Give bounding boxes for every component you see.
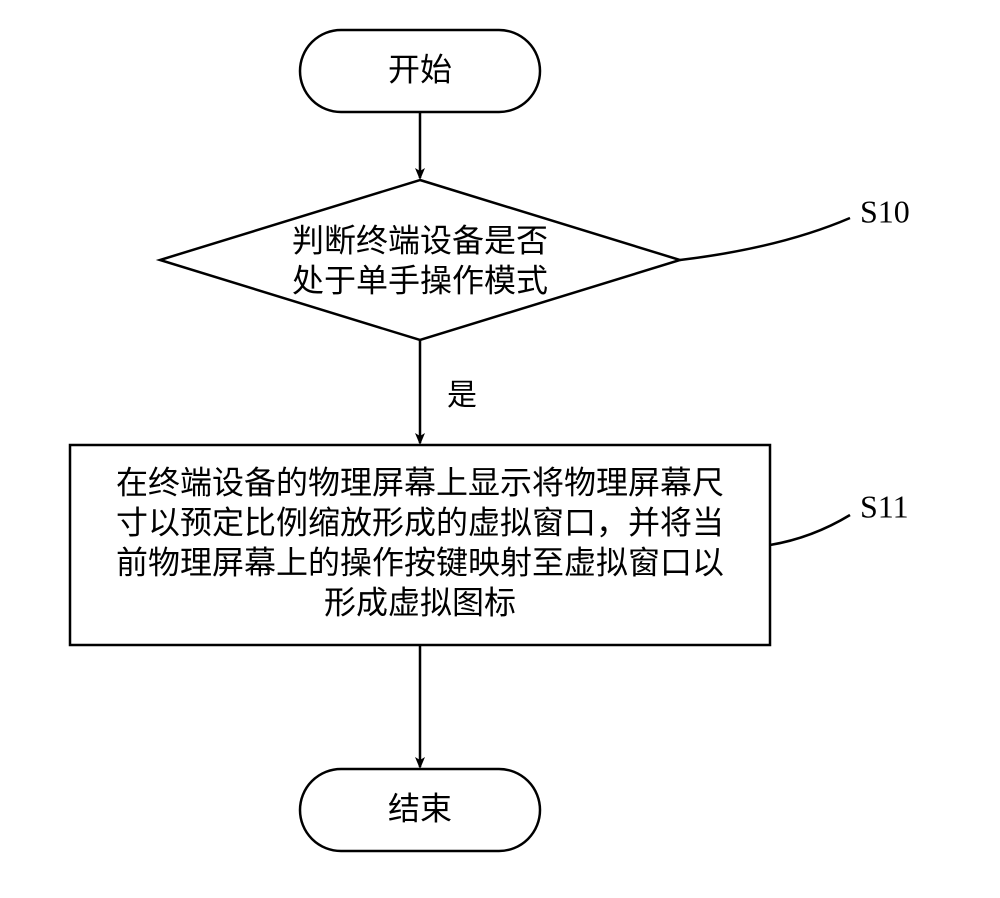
ref-s11-label: S11 bbox=[860, 488, 909, 524]
process-node: 在终端设备的物理屏幕上显示将物理屏幕尺 寸以预定比例缩放形成的虚拟窗口，并将当 … bbox=[70, 445, 770, 645]
ref-s10-label: S10 bbox=[860, 193, 910, 229]
end-label: 结束 bbox=[388, 790, 452, 826]
decision-line2: 处于单手操作模式 bbox=[292, 262, 548, 298]
decision-line1: 判断终端设备是否 bbox=[292, 222, 548, 258]
process-line3: 前物理屏幕上的操作按键映射至虚拟窗口以 bbox=[116, 544, 724, 580]
process-line2: 寸以预定比例缩放形成的虚拟窗口，并将当 bbox=[116, 504, 724, 540]
start-label: 开始 bbox=[388, 51, 452, 87]
ref-s11-leader bbox=[770, 515, 850, 545]
decision-shape bbox=[160, 180, 680, 340]
process-line4: 形成虚拟图标 bbox=[324, 584, 516, 620]
process-line1: 在终端设备的物理屏幕上显示将物理屏幕尺 bbox=[116, 464, 724, 500]
edge-yes-label: 是 bbox=[447, 379, 477, 412]
end-node: 结束 bbox=[300, 769, 540, 851]
ref-s10-leader bbox=[680, 218, 850, 260]
decision-node: 判断终端设备是否 处于单手操作模式 bbox=[160, 180, 680, 340]
start-node: 开始 bbox=[300, 30, 540, 112]
